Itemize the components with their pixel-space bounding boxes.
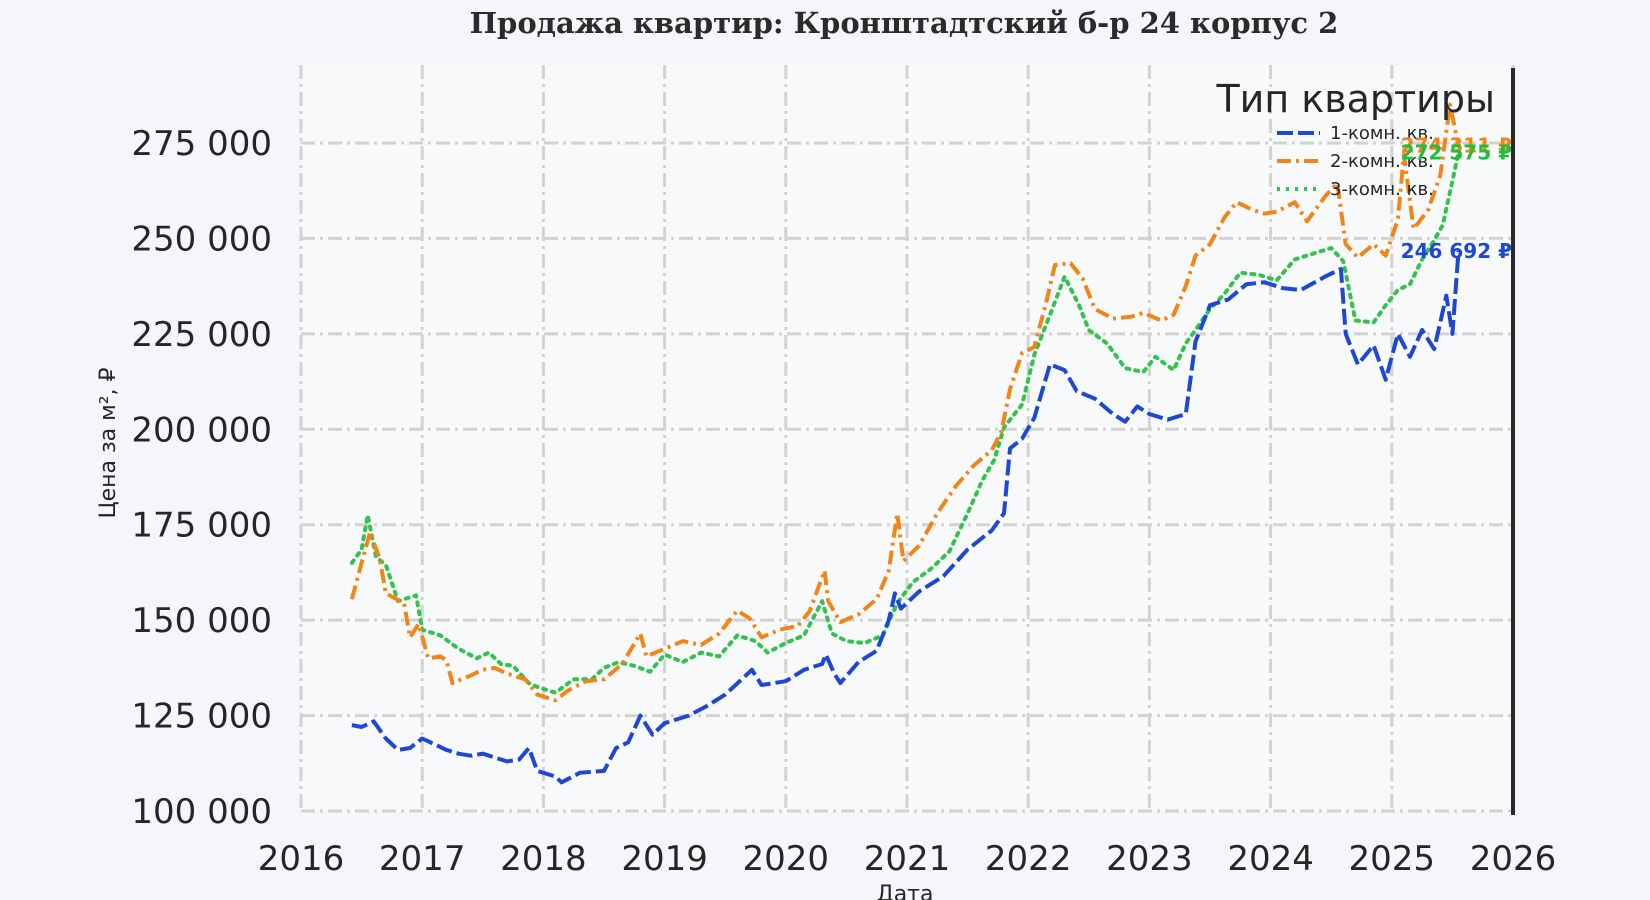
legend-label: 2-комн. кв. [1330,151,1434,172]
legend: Тип квартиры 1-комн. кв. 2-комн. кв. 3-ком… [1215,77,1495,200]
x-tick-label: 2019 [621,839,708,879]
y-tick-label: 100 000 [131,792,272,832]
chart-title: Продажа квартир: Кронштадтский б-р 24 ко… [470,6,1339,40]
legend-label: 3-комн. кв. [1330,179,1434,200]
y-tick-label: 225 000 [131,315,272,355]
legend-label: 1-комн. кв. [1330,123,1434,144]
legend-title: Тип квартиры [1215,77,1495,121]
y-tick-label: 150 000 [131,601,272,641]
x-tick-label: 2026 [1470,839,1557,879]
x-tick-label: 2021 [864,839,951,879]
y-tick-label: 250 000 [131,219,272,259]
series-layer [349,102,1461,785]
end-value-label: 274 311 ₽ [1401,134,1512,158]
x-tick-label: 2022 [985,839,1072,879]
x-tick-label: 2017 [379,839,466,879]
y-tick-label: 175 000 [131,506,272,546]
series-line [351,250,1461,785]
x-tick-label: 2018 [500,839,587,879]
x-tick-label: 2023 [1106,839,1193,879]
end-value-label: 246 692 ₽ [1401,239,1512,263]
x-axis-label: Дата [877,882,934,900]
x-tick-label: 2020 [743,839,830,879]
grid [299,65,1515,813]
y-tick-label: 275 000 [131,124,272,164]
x-tick-label: 2016 [258,839,345,879]
x-tick-label: 2024 [1227,839,1314,879]
y-tick-label: 125 000 [131,697,272,737]
series-line [349,102,1461,703]
series-line [349,150,1461,695]
y-axis-ticks: 100 000 125 000 150 000 175 000 200 000 225 0… [131,124,272,832]
x-axis-ticks: 2016 2017 2018 2019 2020 2021 2022 2023 2024 2025… [258,839,1557,879]
y-tick-label: 200 000 [131,410,272,450]
end-labels: 274 311 ₽272 575 ₽ 246 692 ₽ [1401,134,1512,263]
legend-items: 1-комн. кв. 2-комн. кв. 3-комн. кв. [1277,123,1434,200]
y-axis-label: Цена за м², ₽ [96,367,121,518]
end-value-label: 272 575 ₽ [1401,140,1512,164]
x-tick-label: 2025 [1349,839,1436,879]
